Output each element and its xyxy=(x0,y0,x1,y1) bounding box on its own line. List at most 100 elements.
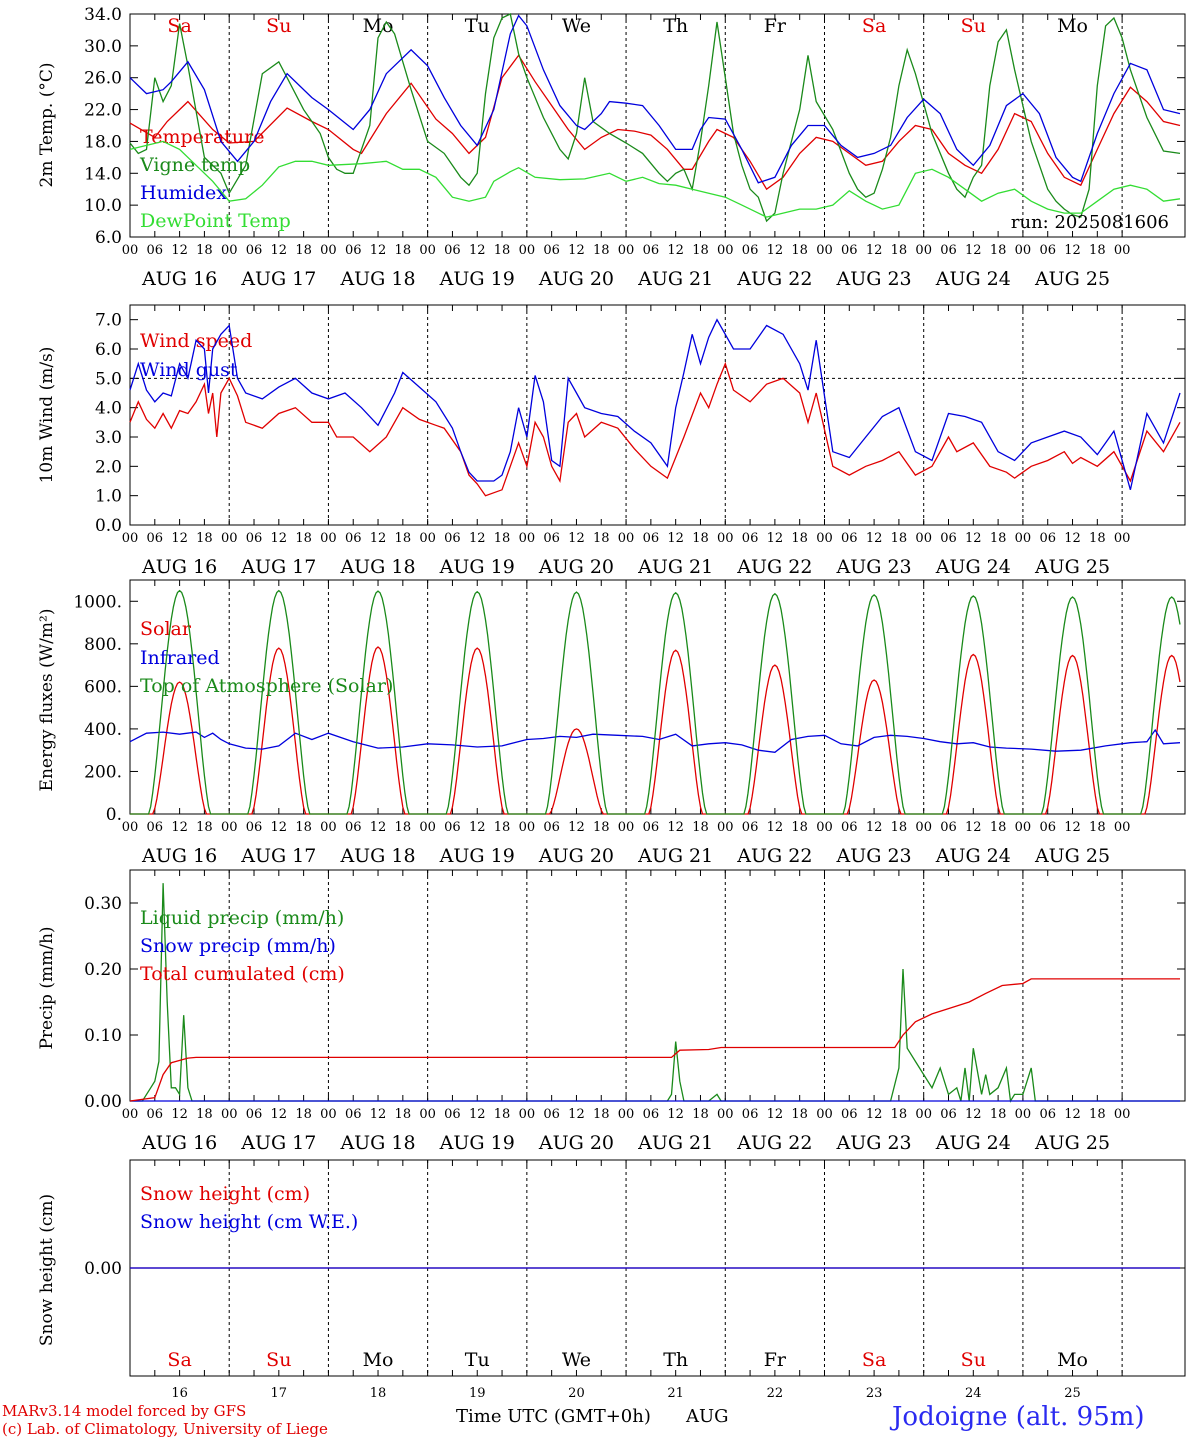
hour-tick-label: 12 xyxy=(568,820,585,835)
day-name: Th xyxy=(663,15,688,37)
y-tick-label: 200. xyxy=(84,762,122,782)
hour-tick-label: 18 xyxy=(494,531,511,546)
date-label: AUG 23 xyxy=(836,1132,912,1154)
day-name: Tu xyxy=(465,1349,490,1371)
series-line-total-cumulated-cm- xyxy=(129,978,1180,1102)
date-label: AUG 20 xyxy=(538,845,614,867)
plot-frame-3 xyxy=(129,869,1186,1102)
y-tick-label: 26.0 xyxy=(84,69,122,89)
y-axis-label: Snow height (cm) xyxy=(37,1194,57,1346)
hour-tick-label: 18 xyxy=(196,531,213,546)
date-label: AUG 25 xyxy=(1034,268,1110,290)
series-line-wind-speed xyxy=(129,361,1181,497)
hour-tick-label: 06 xyxy=(1039,1107,1056,1122)
day-name: Mo xyxy=(1057,1349,1088,1371)
legend-entry: DewPoint Temp xyxy=(140,210,291,232)
hour-tick-label: 06 xyxy=(147,531,164,546)
day-name: Mo xyxy=(363,15,394,37)
date-label: AUG 17 xyxy=(240,556,316,578)
legend-entry: Vigne temp xyxy=(139,154,250,176)
hour-tick-label: 06 xyxy=(1039,243,1056,258)
hour-tick-label: 00 xyxy=(1114,243,1131,258)
hour-tick-label: 12 xyxy=(866,243,883,258)
day-name: Sa xyxy=(167,1349,191,1371)
hour-tick-label: 06 xyxy=(147,243,164,258)
y-tick-label: 1000. xyxy=(73,592,122,612)
hour-tick-label: 12 xyxy=(866,1107,883,1122)
y-tick-label: 0.20 xyxy=(84,960,122,980)
hour-tick-label: 06 xyxy=(345,531,362,546)
day-name: Fr xyxy=(764,1349,787,1371)
hour-tick-label: 00 xyxy=(221,243,238,258)
hour-tick-label: 06 xyxy=(643,243,660,258)
hour-tick-label: 00 xyxy=(519,531,536,546)
date-label: AUG 22 xyxy=(736,556,812,578)
hour-tick-label: 00 xyxy=(915,243,932,258)
date-label: AUG 21 xyxy=(637,268,713,290)
series-line-vigne-temp xyxy=(129,13,1181,223)
hour-tick-label: 06 xyxy=(940,1107,957,1122)
legend-entry: Snow height (cm W.E.) xyxy=(140,1211,358,1233)
hour-tick-label: 12 xyxy=(370,243,387,258)
hour-tick-label: 06 xyxy=(345,1107,362,1122)
day-number: 25 xyxy=(1064,1386,1081,1401)
hour-tick-label: 00 xyxy=(1015,243,1032,258)
hour-tick-label: 00 xyxy=(816,820,833,835)
hour-tick-label: 06 xyxy=(246,531,263,546)
x-axis-month: AUG xyxy=(686,1406,729,1427)
y-tick-label: 10.0 xyxy=(84,196,122,216)
hour-tick-label: 18 xyxy=(494,820,511,835)
legend-entry: Humidex xyxy=(140,182,227,204)
hour-tick-label: 06 xyxy=(444,531,461,546)
hour-tick-label: 12 xyxy=(965,243,982,258)
hour-tick-label: 18 xyxy=(395,531,412,546)
hour-tick-label: 06 xyxy=(940,243,957,258)
date-label: AUG 24 xyxy=(935,556,1011,578)
hour-tick-label: 06 xyxy=(940,820,957,835)
y-tick-label: 4.0 xyxy=(95,399,122,419)
hour-tick-label: 00 xyxy=(618,820,635,835)
hour-tick-label: 06 xyxy=(643,531,660,546)
hour-tick-label: 12 xyxy=(469,531,486,546)
hour-tick-label: 00 xyxy=(915,820,932,835)
hour-tick-label: 18 xyxy=(1089,531,1106,546)
date-label: AUG 19 xyxy=(439,845,515,867)
credit-line-2: (c) Lab. of Climatology, University of L… xyxy=(2,1420,328,1438)
hour-tick-label: 18 xyxy=(593,820,610,835)
date-label: AUG 25 xyxy=(1034,1132,1110,1154)
hour-tick-label: 18 xyxy=(791,531,808,546)
date-label: AUG 24 xyxy=(935,1132,1011,1154)
hour-tick-label: 12 xyxy=(271,531,288,546)
series-line-wind-gust xyxy=(129,318,1181,490)
day-name: Su xyxy=(961,15,986,37)
day-name: Tu xyxy=(465,15,490,37)
hour-tick-label: 18 xyxy=(891,243,908,258)
y-tick-label: 5.0 xyxy=(95,369,122,389)
hour-tick-label: 18 xyxy=(791,820,808,835)
hour-tick-label: 12 xyxy=(767,531,784,546)
hour-tick-label: 00 xyxy=(717,820,734,835)
hour-tick-label: 12 xyxy=(271,820,288,835)
date-label: AUG 22 xyxy=(736,1132,812,1154)
hour-tick-label: 18 xyxy=(593,1107,610,1122)
hour-tick-label: 18 xyxy=(692,1107,709,1122)
hour-tick-label: 18 xyxy=(494,243,511,258)
hour-tick-label: 12 xyxy=(866,531,883,546)
day-name: We xyxy=(562,15,591,37)
hour-tick-label: 18 xyxy=(692,820,709,835)
hour-tick-label: 12 xyxy=(767,1107,784,1122)
legend-entry: Solar xyxy=(140,618,192,640)
y-axis-label: Precip (mm/h) xyxy=(37,926,57,1049)
hour-tick-label: 00 xyxy=(122,531,139,546)
hour-tick-label: 00 xyxy=(221,1107,238,1122)
date-label: AUG 21 xyxy=(637,556,713,578)
hour-tick-label: 06 xyxy=(940,531,957,546)
hour-tick-label: 12 xyxy=(370,1107,387,1122)
hour-tick-label: 18 xyxy=(891,820,908,835)
series-line-infrared xyxy=(129,728,1181,753)
hour-tick-label: 00 xyxy=(519,243,536,258)
hour-tick-label: 18 xyxy=(891,531,908,546)
hour-tick-label: 12 xyxy=(271,243,288,258)
day-number: 21 xyxy=(667,1386,684,1401)
x-axis-title: Time UTC (GMT+0h) xyxy=(456,1406,651,1427)
